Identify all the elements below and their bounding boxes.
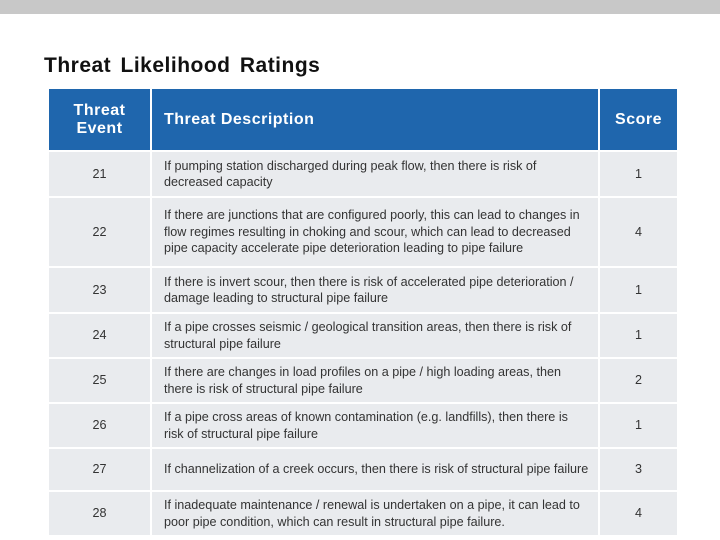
event-cell: 27 (47, 447, 152, 492)
table-row: 24 If a pipe crosses seismic / geological… (47, 312, 679, 359)
event-cell: 28 (47, 490, 152, 537)
header-cell: Threat Event (47, 87, 152, 152)
score-cell: 4 (598, 490, 679, 537)
description-cell: If a pipe crosses seismic / geological t… (150, 312, 600, 359)
slide-title: Threat Likelihood Ratings (44, 54, 321, 77)
description-cell: If there are changes in load profiles on… (150, 357, 600, 404)
description-cell: If there are junctions that are configur… (150, 196, 600, 268)
header-cell: Threat Description (150, 87, 600, 152)
description-cell: If pumping station discharged during pea… (150, 150, 600, 198)
score-cell: 3 (598, 447, 679, 492)
event-cell: 21 (47, 150, 152, 198)
score-cell: 1 (598, 312, 679, 359)
event-cell: 23 (47, 266, 152, 314)
event-cell: 26 (47, 402, 152, 449)
table-body: 21 If pumping station discharged during p… (47, 150, 679, 537)
score-cell: 1 (598, 150, 679, 198)
description-cell: If there is invert scour, then there is … (150, 266, 600, 314)
description-cell: If a pipe cross areas of known contamina… (150, 402, 600, 449)
top-bar (0, 0, 720, 14)
event-cell: 22 (47, 196, 152, 268)
table-row: 21 If pumping station discharged during p… (47, 150, 679, 198)
table-row: 28 If inadequate maintenance / renewal is… (47, 490, 679, 537)
table-row: 22 If there are junctions that are config… (47, 196, 679, 268)
header-cell: Score (598, 87, 679, 152)
ratings-table: Threat Event Threat Description Score 21 If… (47, 87, 679, 537)
event-cell: 24 (47, 312, 152, 359)
table-row: 25 If there are changes in load profiles … (47, 357, 679, 404)
header-row: Threat Event Threat Description Score (47, 87, 679, 152)
event-cell: 25 (47, 357, 152, 404)
table-row: 27 If channelization of a creek occurs, t… (47, 447, 679, 492)
score-cell: 1 (598, 402, 679, 449)
score-cell: 1 (598, 266, 679, 314)
score-cell: 4 (598, 196, 679, 268)
table-row: 23 If there is invert scour, then there i… (47, 266, 679, 314)
description-cell: If channelization of a creek occurs, the… (150, 447, 600, 492)
score-cell: 2 (598, 357, 679, 404)
table-row: 26 If a pipe cross areas of known contami… (47, 402, 679, 449)
description-cell: If inadequate maintenance / renewal is u… (150, 490, 600, 537)
